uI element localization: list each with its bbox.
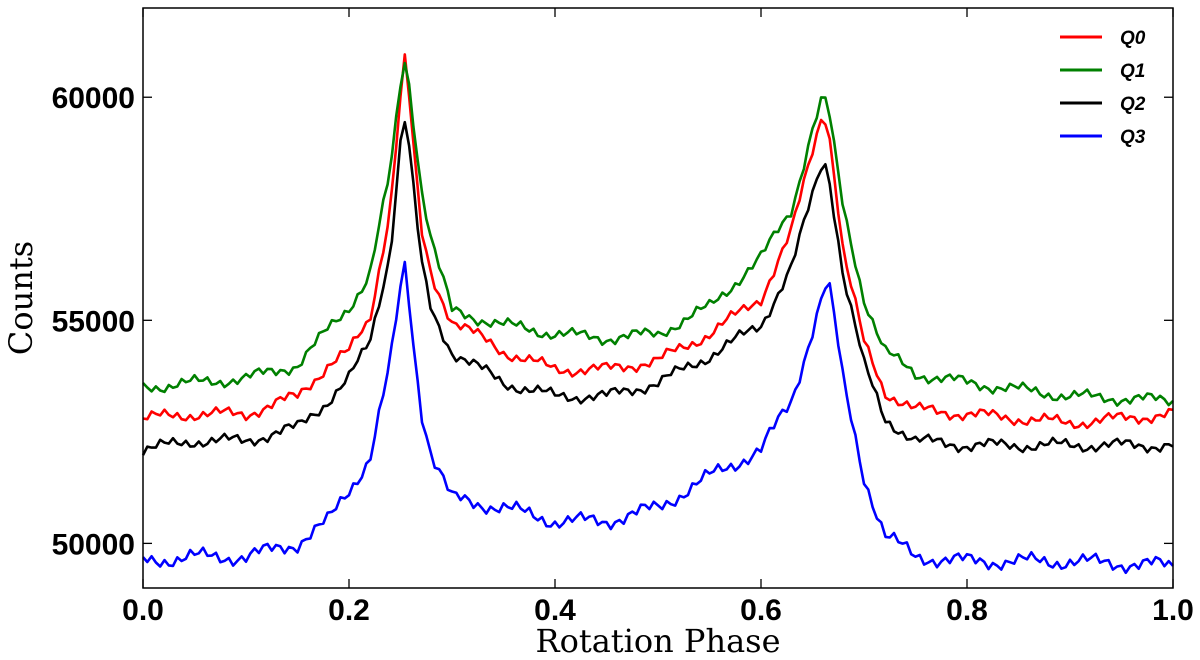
series-line-q1 [142, 61, 1174, 407]
x-tick-label: 0.2 [328, 594, 370, 627]
series-line-q2 [141, 120, 1174, 456]
x-tick-label: 0.4 [534, 594, 576, 627]
y-tick-label: 50000 [52, 528, 135, 561]
x-axis-title: Rotation Phase [535, 622, 780, 660]
y-axis-title: Counts [2, 241, 40, 355]
series-layer [141, 53, 1174, 575]
x-tick-label: 0.0 [122, 594, 164, 627]
legend: Q0 Q1 Q2 Q3 [1060, 28, 1146, 148]
series-line-q3 [142, 260, 1174, 575]
y-tick-label: 60000 [52, 82, 135, 115]
y-tick-label: 55000 [52, 305, 135, 338]
legend-label-q1: Q1 [1120, 61, 1145, 82]
tick-layer: 0.0 0.2 0.4 0.6 0.8 1.0 50000 55000 60000 [52, 8, 1194, 627]
x-tick-label: 0.6 [740, 594, 782, 627]
x-tick-label: 0.8 [946, 594, 988, 627]
plot-frame [142, 7, 1174, 589]
x-tick-label: 1.0 [1152, 594, 1194, 627]
legend-label-q0: Q0 [1120, 28, 1146, 49]
plot-background [143, 8, 1173, 588]
legend-label-q3: Q3 [1120, 127, 1146, 148]
legend-label-q2: Q2 [1120, 94, 1146, 115]
series-line-q0 [142, 53, 1174, 430]
